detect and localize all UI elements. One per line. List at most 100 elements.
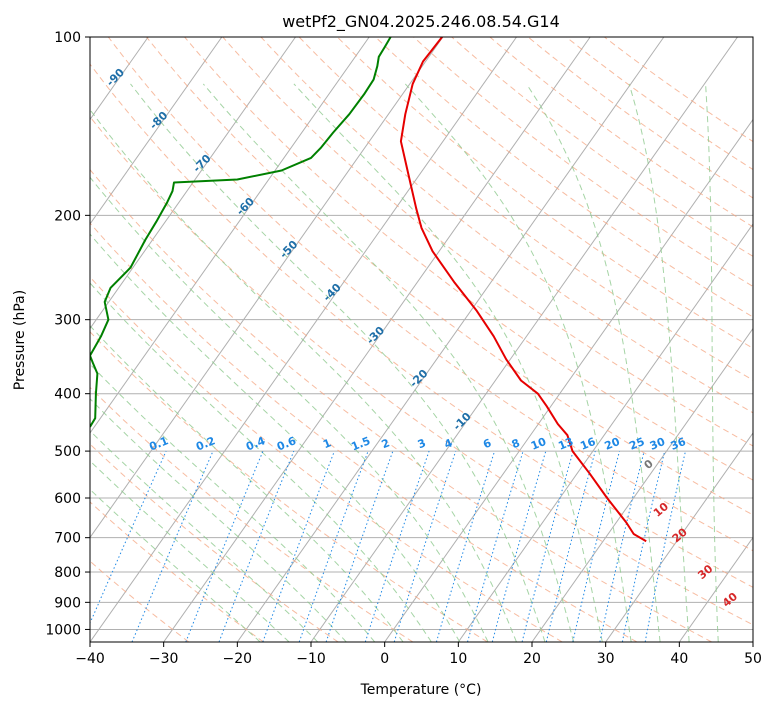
dry-adiabat-line: [90, 443, 339, 642]
sounding-series: [90, 37, 647, 543]
y-tick-label: 900: [54, 595, 81, 611]
mixing-ratio-label: 25: [627, 435, 646, 453]
moist-adiabat-line: [90, 108, 517, 642]
mixing-ratio-line: [185, 450, 264, 642]
moist-adiabat-line: [526, 83, 661, 642]
mixing-ratio-label: 13: [556, 435, 575, 453]
dry-adiabat-line: [489, 37, 753, 228]
y-tick-label: 400: [54, 387, 81, 403]
dry-adiabat-line: [146, 37, 753, 516]
dry-adiabat-line: [451, 37, 753, 257]
moist-adiabat-line: [90, 325, 404, 642]
y-tick-label: 500: [54, 444, 81, 460]
temperature-profile-line: [399, 37, 647, 543]
x-axis-ticks: −40 −30 −20 −10 0 10 20 30 40 50: [75, 642, 762, 667]
x-tick-label: 20: [523, 651, 541, 667]
isotherm-line: [678, 536, 753, 642]
moist-adiabat-line: [90, 398, 347, 642]
isotherm-line: [90, 37, 296, 330]
dry-adiabat-line: [336, 37, 753, 349]
y-tick-label: 700: [54, 531, 81, 547]
x-tick-label: −30: [149, 651, 179, 667]
moist-adiabat-line: [202, 83, 575, 642]
mixing-ratio-line: [218, 450, 295, 642]
mixing-ratio-line: [572, 450, 620, 642]
dewpoint-profile-line: [90, 37, 392, 428]
x-axis-label: Temperature (°C): [360, 682, 482, 698]
isotherm-line: [236, 37, 665, 642]
isotherm-line: [384, 118, 753, 642]
mixing-ratio-label: 3: [416, 436, 428, 451]
mixing-ratio-line: [545, 450, 596, 642]
isotherm-line: [531, 327, 753, 642]
mixing-ratio-label: 16: [578, 435, 597, 453]
moist-adiabat-line: [130, 83, 546, 642]
isotherm-line: [90, 37, 444, 539]
moist-adiabat-line: [90, 176, 489, 642]
chart-title: wetPf2_GN04.2025.246.08.54.G14: [282, 12, 560, 32]
x-tick-label: 10: [449, 651, 467, 667]
moist-adiabat-line: [404, 83, 632, 642]
dry-adiabat-line: [90, 115, 753, 626]
mixing-ratio-line: [467, 450, 524, 642]
isotherm-line: [752, 641, 753, 642]
gridlines: [0, 37, 753, 642]
dry-adiabat-line: [107, 37, 753, 552]
dry-adiabat-line: [527, 37, 753, 199]
dry-adiabat-line: [260, 37, 753, 414]
isotherm-line: [90, 37, 223, 225]
mixing-ratio-line: [90, 450, 167, 625]
mixing-ratio-label: 30: [648, 435, 667, 453]
mixing-ratio-line: [298, 450, 369, 642]
moist-adiabat-line: [90, 282, 432, 642]
dry-adiabat-line: [413, 37, 753, 288]
mixing-ratio-line: [521, 450, 574, 642]
moist-adiabat-line: [90, 363, 376, 642]
dry-adiabat-line: [90, 331, 488, 642]
dry-adiabat-line: [90, 501, 264, 642]
y-tick-label: 200: [54, 208, 81, 224]
x-tick-label: 0: [380, 651, 389, 667]
mixing-ratio-line: [393, 450, 457, 642]
plot-area: [90, 37, 753, 642]
mixing-ratio-line: [131, 450, 214, 642]
plot-frame: [89, 36, 754, 643]
mixing-ratio-line: [262, 450, 335, 642]
y-tick-label: 1000: [45, 622, 81, 638]
mixing-ratio-label: 2: [380, 436, 392, 451]
x-tick-label: −40: [75, 651, 105, 667]
dry-adiabat-line: [222, 37, 753, 447]
y-axis-label: Pressure (hPa): [12, 290, 28, 390]
y-tick-label: 600: [54, 491, 81, 507]
mixing-ratio-label: 10: [529, 435, 548, 453]
plot-background: [90, 37, 753, 642]
isotherm-line: [90, 37, 370, 434]
isotherm-label: -100: [40, 44, 69, 73]
mixing-ratio-lines: [90, 450, 686, 642]
isotherm-line: [457, 223, 753, 642]
mixing-ratio-line: [325, 450, 394, 642]
moist-adiabat-line: [293, 83, 603, 642]
x-tick-label: 30: [597, 651, 615, 667]
x-tick-label: 40: [670, 651, 688, 667]
isotherm-line: [163, 37, 591, 642]
y-tick-label: 800: [54, 565, 81, 581]
mixing-ratio-line: [364, 450, 430, 642]
dry-adiabat-line: [90, 63, 753, 588]
moist-adiabat-line: [90, 430, 319, 642]
moist-adiabat-line: [90, 460, 290, 642]
dry-adiabats: [90, 37, 753, 642]
mixing-ratio-line: [435, 450, 496, 642]
mixing-ratio-line: [621, 450, 666, 642]
mixing-ratio-label: 1: [321, 436, 333, 451]
dry-adiabat-line: [298, 37, 753, 381]
dry-adiabat-line: [90, 276, 563, 642]
isotherm-line: [605, 432, 753, 642]
mixing-ratio-label: 36: [669, 435, 688, 453]
isotherm-line: [0, 37, 1, 642]
dry-adiabat-line: [375, 37, 753, 318]
mixing-ratio-label: 8: [510, 436, 522, 451]
x-tick-label: −20: [223, 651, 253, 667]
mixing-ratio-line: [599, 450, 645, 642]
